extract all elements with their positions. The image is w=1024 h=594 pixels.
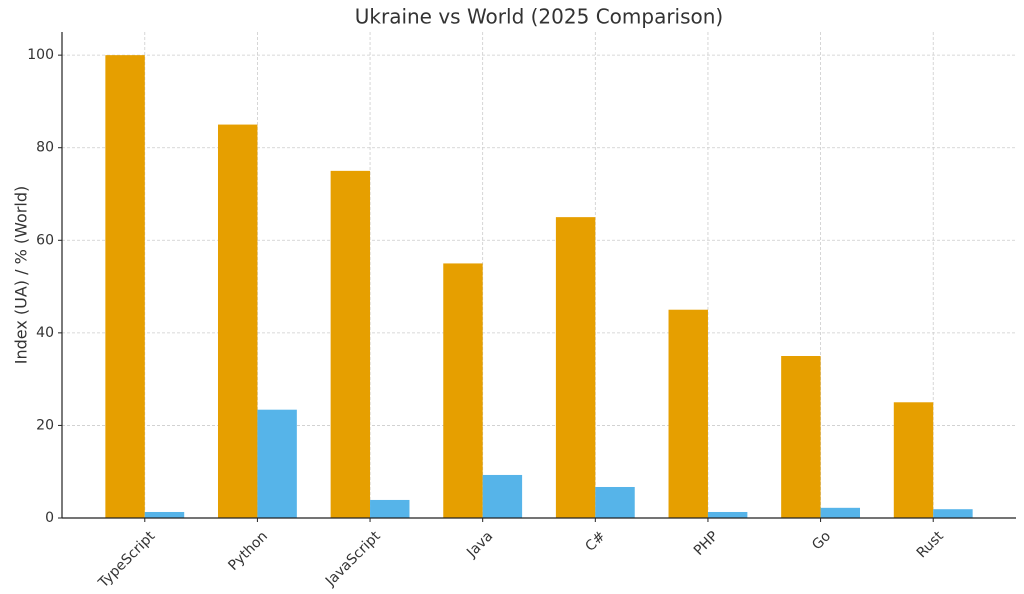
bar <box>257 409 297 518</box>
bar <box>217 124 258 519</box>
bar <box>555 217 596 518</box>
y-tick-label: 40 <box>36 325 54 341</box>
bar <box>443 263 483 518</box>
y-tick-label: 100 <box>27 47 54 63</box>
y-tick-label: 0 <box>45 510 54 526</box>
y-tick-label: 60 <box>36 232 54 248</box>
y-axis-label: Index (UA) / % (World) <box>12 186 31 364</box>
bar <box>781 356 821 518</box>
bar <box>330 170 371 518</box>
x-tick-label: Java <box>463 528 496 561</box>
chart-title: Ukraine vs World (2025 Comparison) <box>355 5 724 29</box>
x-tick-label: JavaScript <box>322 528 384 590</box>
bar <box>482 474 523 518</box>
x-tick-label: TypeScript <box>95 528 159 592</box>
x-tick-label: Rust <box>914 528 947 561</box>
bar <box>933 509 973 518</box>
bar <box>144 511 185 518</box>
bar <box>370 499 410 518</box>
x-tick-label: Python <box>225 528 271 574</box>
y-tick-label: 20 <box>36 417 54 433</box>
y-tick-label: 80 <box>36 140 54 156</box>
bar <box>820 507 861 518</box>
x-tick-label: C# <box>582 528 609 555</box>
bar <box>893 402 934 518</box>
bar <box>668 309 708 518</box>
bar <box>105 55 145 519</box>
bar <box>595 486 635 518</box>
bar <box>707 511 748 518</box>
x-tick-label: PHP <box>691 528 722 559</box>
x-tick-label: Go <box>809 528 834 553</box>
